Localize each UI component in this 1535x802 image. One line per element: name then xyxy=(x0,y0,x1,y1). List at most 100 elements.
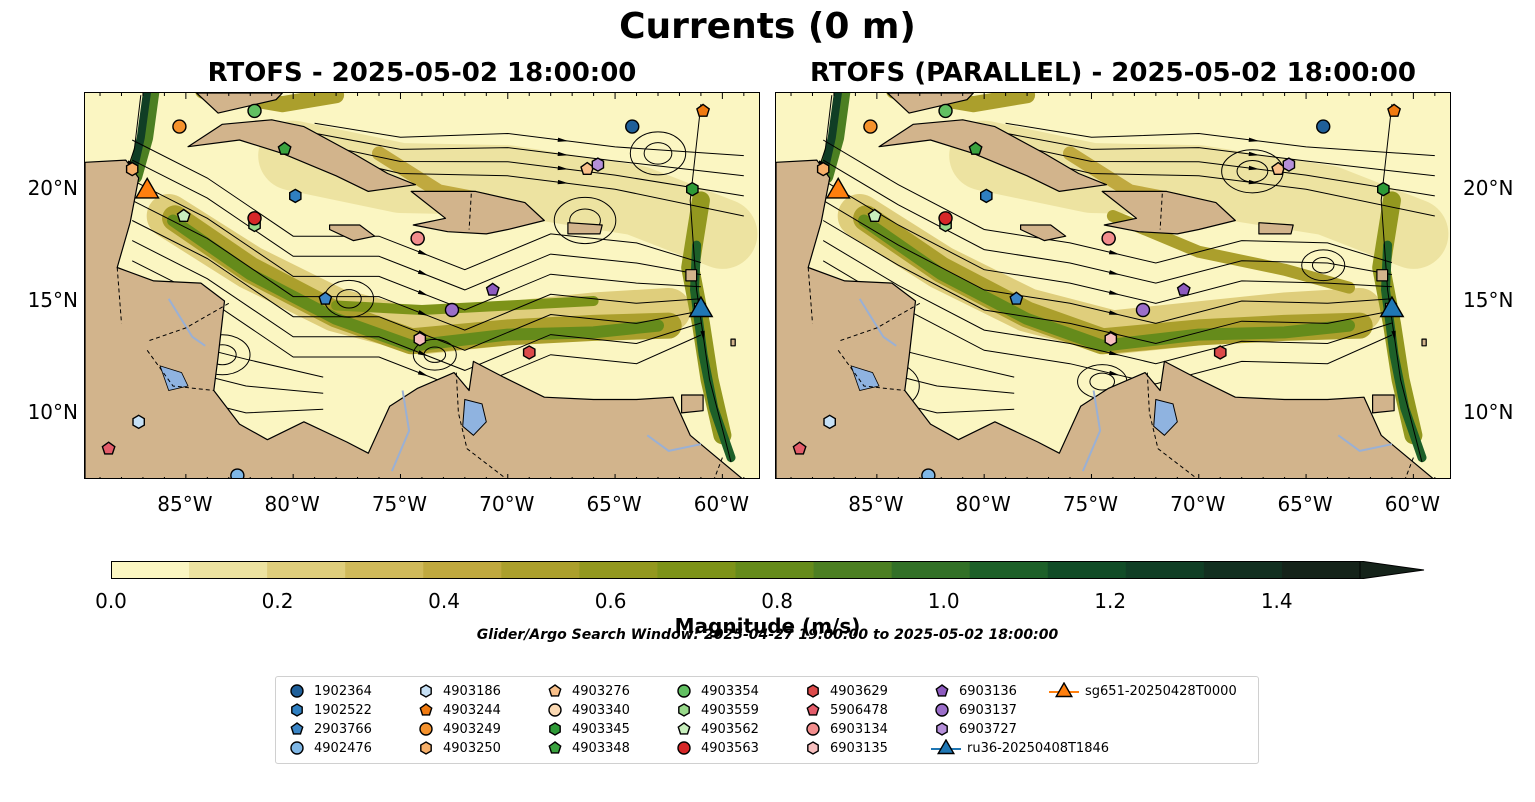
legend-entry-label: 4903348 xyxy=(572,740,630,756)
lake-nicaragua xyxy=(159,365,189,391)
streamline-arrowhead xyxy=(557,137,569,142)
rtofs-parallel-current-map[interactable] xyxy=(775,92,1451,479)
rtofs-current-map[interactable] xyxy=(84,92,760,479)
argo-float-marker xyxy=(444,302,460,318)
landmass xyxy=(878,119,1108,193)
legend-float-marker xyxy=(678,703,690,717)
argo-legend-icon xyxy=(548,684,562,697)
colorbar-extend-arrow xyxy=(1359,560,1425,580)
longitude-tick-label: 70°W xyxy=(479,492,535,516)
legend-entry-label: 2903766 xyxy=(314,721,372,737)
argo-float-marker xyxy=(1009,291,1024,305)
country-border xyxy=(1146,372,1198,478)
rtofs-map-canvas xyxy=(85,93,759,478)
argo-float-marker xyxy=(625,119,640,134)
streamline-arrowhead xyxy=(1108,270,1120,275)
argo-legend-icon xyxy=(548,703,562,717)
colorbar-label: Magnitude (m/s) xyxy=(674,614,861,638)
streamline xyxy=(1005,142,1435,197)
streamline xyxy=(1005,122,1435,157)
longitude-tick-label: 65°W xyxy=(1277,492,1333,516)
glider-marker xyxy=(825,176,851,199)
legend-entry: 4903250 xyxy=(415,739,501,757)
country-border xyxy=(807,267,813,324)
legend-float-marker xyxy=(548,684,562,697)
legend-entry: 4903348 xyxy=(544,739,630,757)
argo-float-marker xyxy=(247,103,262,119)
streamline-arrowhead xyxy=(557,151,569,156)
legend-entry-label: 4903276 xyxy=(572,683,630,699)
colorbar-segment xyxy=(267,561,346,579)
colorbar-tick-label: 0.6 xyxy=(594,589,627,613)
argo-float-marker xyxy=(686,181,699,197)
longitude-tick-label: 85°W xyxy=(157,492,213,516)
legend-float-marker xyxy=(291,703,303,717)
argo-legend-icon xyxy=(419,703,433,716)
legend-float-marker xyxy=(548,741,562,754)
legend-entry-label: 1902522 xyxy=(314,702,372,718)
colorbar-segment xyxy=(657,561,737,579)
colorbar-frame xyxy=(111,561,1361,579)
argo-float-marker xyxy=(247,211,262,226)
landmass xyxy=(680,394,704,414)
argo-float-marker xyxy=(792,441,807,455)
legend-entry: 4903244 xyxy=(415,701,501,719)
longitude-tick-label: 70°W xyxy=(1170,492,1226,516)
streamline xyxy=(1380,104,1423,463)
argo-float-marker xyxy=(1316,119,1331,134)
eddy-streamline xyxy=(643,142,673,165)
argo-float-marker xyxy=(101,441,116,455)
legend-float-marker xyxy=(677,741,691,755)
legend: 1902364 1902522 2903766 4902476 4903186 49032… xyxy=(275,676,1259,764)
legend-float-marker xyxy=(420,741,432,755)
streamline-arrowhead xyxy=(417,269,429,276)
legend-entry-label: 4903244 xyxy=(443,702,501,718)
legend-float-marker xyxy=(807,684,819,698)
colorbar-segment xyxy=(1125,561,1205,579)
landmass xyxy=(329,224,376,242)
argo-legend-icon xyxy=(936,722,948,736)
eddy-streamline xyxy=(1301,249,1346,282)
colorbar-tick-label: 0.2 xyxy=(261,589,294,613)
country-border xyxy=(455,372,507,478)
argo-legend-icon xyxy=(678,703,690,717)
streamline xyxy=(314,122,744,157)
argo-float-marker xyxy=(1101,231,1116,246)
colorbar-segment xyxy=(423,561,502,579)
argo-legend-icon xyxy=(806,703,820,716)
argo-float-marker xyxy=(277,141,292,155)
legend-float-marker xyxy=(548,703,562,717)
legend-entry: 4902476 xyxy=(286,739,372,757)
streamline-arrowhead xyxy=(417,249,429,256)
current-speed-band xyxy=(167,214,664,352)
colorbar-tick-label: 0.8 xyxy=(761,589,794,613)
legend-float-marker xyxy=(935,684,949,697)
colorbar-tick-label: 1.0 xyxy=(927,589,960,613)
streamline-arrowhead xyxy=(1108,370,1120,376)
country-border xyxy=(837,350,905,391)
streamline xyxy=(689,104,732,463)
streamline-arrowhead xyxy=(417,310,429,316)
legend-float-marker xyxy=(290,684,304,698)
legend-entry: 6903727 xyxy=(931,720,1017,738)
argo-float-marker xyxy=(1135,302,1151,318)
argo-legend-icon xyxy=(549,722,561,736)
argo-legend-icon xyxy=(807,741,819,755)
streamline-arrowhead xyxy=(557,165,569,171)
streamline-arrowhead xyxy=(1248,151,1260,156)
glider-legend-icon xyxy=(931,739,961,755)
argo-float-marker xyxy=(938,211,953,226)
legend-entry-label: 6903727 xyxy=(959,721,1017,737)
argo-float-marker xyxy=(938,103,953,119)
legend-entry-label: 1902364 xyxy=(314,683,372,699)
legend-entry-label: 6903135 xyxy=(830,740,888,756)
streamline xyxy=(314,132,744,177)
river xyxy=(646,434,702,452)
legend-float-marker xyxy=(936,722,948,736)
argo-legend-icon xyxy=(806,722,820,736)
colorbar-segment xyxy=(1281,561,1361,579)
latitude-tick-label: 10°N xyxy=(1463,399,1514,424)
river xyxy=(1337,434,1393,452)
longitude-tick-label: 60°W xyxy=(1384,492,1440,516)
longitude-tick-label: 80°W xyxy=(264,492,320,516)
